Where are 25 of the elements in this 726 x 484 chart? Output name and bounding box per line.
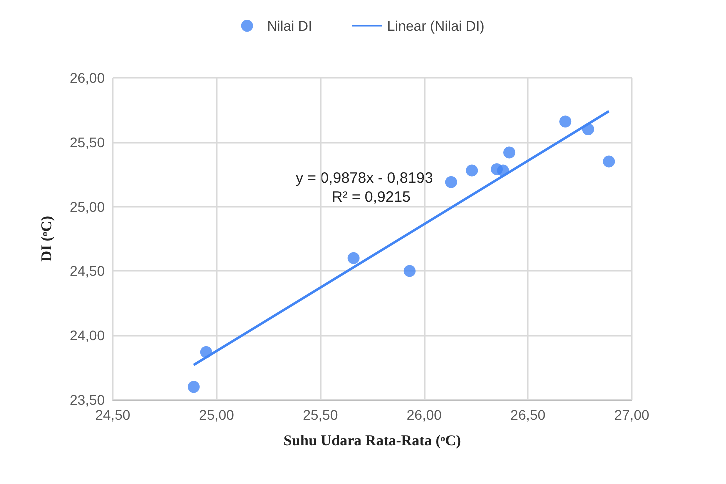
x-tick-label: 25,50: [303, 407, 338, 423]
y-tick-label: 23,50: [70, 392, 106, 408]
annotation: R² = 0,9215: [332, 189, 411, 206]
y-tick-label: 26,00: [70, 70, 106, 86]
point: [348, 252, 360, 264]
y-tick-label: 25,50: [70, 134, 106, 150]
point: [404, 265, 416, 278]
x-tick-label: 26,00: [406, 407, 442, 423]
point: [188, 381, 200, 394]
point: [603, 156, 616, 168]
x-tick-label: 24,50: [95, 407, 131, 423]
legend-label: Linear (Nilai DI): [387, 18, 485, 34]
legend-label: Nilai DI: [267, 18, 312, 34]
x-tick-label: 27,00: [614, 407, 650, 423]
y-tick-label: 24,00: [70, 328, 106, 344]
x-tick-label: 26,50: [510, 407, 546, 423]
y-axis-title: DI (oC): [40, 216, 56, 262]
annotation: y = 0,9878x - 0,8193: [296, 170, 434, 187]
point: [445, 176, 458, 188]
y-tick-label: 25,00: [70, 198, 106, 215]
y-tick-label: 24,50: [70, 263, 106, 280]
x-tick-label: 25,00: [199, 407, 235, 423]
point: [560, 116, 572, 128]
point: [466, 164, 478, 177]
point: [504, 146, 516, 159]
